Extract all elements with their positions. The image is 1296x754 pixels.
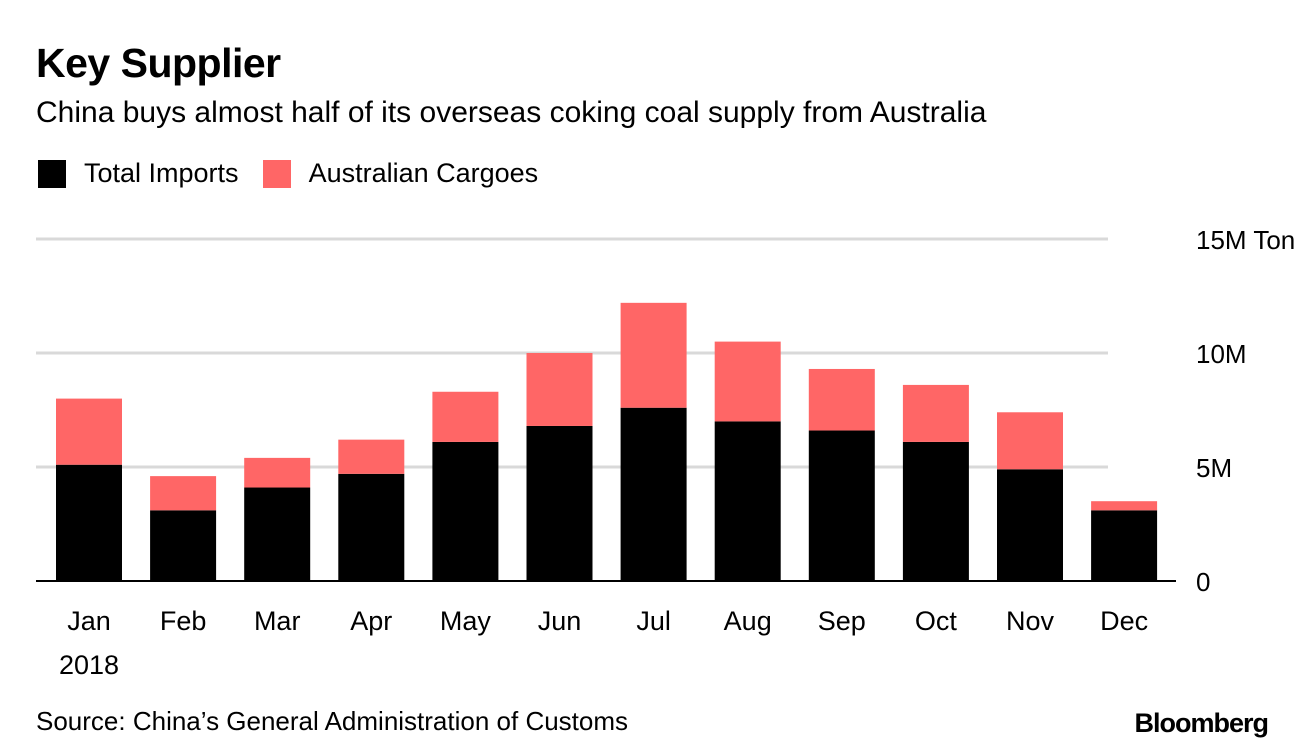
bar-australian-cargoes bbox=[56, 398, 122, 465]
bar-total-imports bbox=[432, 441, 499, 581]
bar-australian-cargoes bbox=[338, 439, 405, 474]
x-tick-label: May bbox=[440, 606, 492, 636]
y-tick-label: 10M bbox=[1196, 339, 1247, 369]
bar-australian-cargoes bbox=[902, 384, 969, 442]
bar-australian-cargoes bbox=[808, 368, 875, 431]
bar-total-imports bbox=[1091, 510, 1158, 581]
x-tick-label: Mar bbox=[254, 606, 301, 636]
y-tick-label: 0 bbox=[1196, 567, 1210, 597]
bar-total-imports bbox=[56, 464, 122, 581]
x-tick-label: Jan bbox=[67, 606, 111, 636]
x-tick-label: Jun bbox=[538, 606, 582, 636]
bar-australian-cargoes bbox=[997, 412, 1063, 470]
bar-australian-cargoes bbox=[620, 302, 687, 408]
bar-total-imports bbox=[150, 510, 217, 581]
y-tick-label: 15M Tons bbox=[1196, 225, 1296, 255]
source-note: Source: China’s General Administration o… bbox=[36, 706, 629, 736]
x-tick-label: Aug bbox=[724, 606, 772, 636]
bar-australian-cargoes bbox=[526, 353, 593, 426]
y-tick-label: 5M bbox=[1196, 453, 1232, 483]
bar-total-imports bbox=[338, 473, 405, 581]
legend-item-total-imports: Total Imports bbox=[38, 158, 239, 189]
bar-total-imports bbox=[808, 430, 875, 581]
bar-australian-cargoes bbox=[714, 341, 781, 422]
legend-swatch-total-imports bbox=[38, 159, 66, 188]
bar-total-imports bbox=[997, 469, 1063, 581]
legend-label-australian-cargoes: Australian Cargoes bbox=[308, 158, 539, 188]
x-tick-label: Dec bbox=[1100, 606, 1148, 636]
chart-title: Key Supplier bbox=[36, 40, 281, 86]
bar-australian-cargoes bbox=[150, 476, 217, 511]
bar-total-imports bbox=[620, 407, 687, 581]
x-tick-label: Nov bbox=[1006, 606, 1055, 636]
bar-australian-cargoes bbox=[244, 457, 311, 488]
legend-swatch-australian-cargoes bbox=[262, 159, 291, 188]
legend-label-total-imports: Total Imports bbox=[84, 158, 239, 188]
x-tick-label: Feb bbox=[160, 606, 207, 636]
legend-item-australian-cargoes: Australian Cargoes bbox=[262, 158, 539, 189]
x-tick-label: Apr bbox=[350, 606, 392, 636]
bar-australian-cargoes bbox=[1091, 501, 1158, 511]
x-tick-label: Jul bbox=[636, 606, 671, 636]
bar-total-imports bbox=[714, 421, 781, 581]
bar-total-imports bbox=[526, 425, 593, 581]
bloomberg-logo: Bloomberg bbox=[1134, 708, 1269, 738]
x-year-label: 2018 bbox=[59, 650, 119, 680]
bar-total-imports bbox=[902, 441, 969, 581]
bar-total-imports bbox=[244, 487, 311, 581]
legend: Total Imports Australian Cargoes bbox=[38, 158, 562, 189]
chart-subtitle: China buys almost half of its overseas c… bbox=[36, 96, 987, 129]
x-tick-label: Sep bbox=[818, 606, 866, 636]
x-tick-label: Oct bbox=[915, 606, 958, 636]
bar-australian-cargoes bbox=[432, 391, 499, 442]
